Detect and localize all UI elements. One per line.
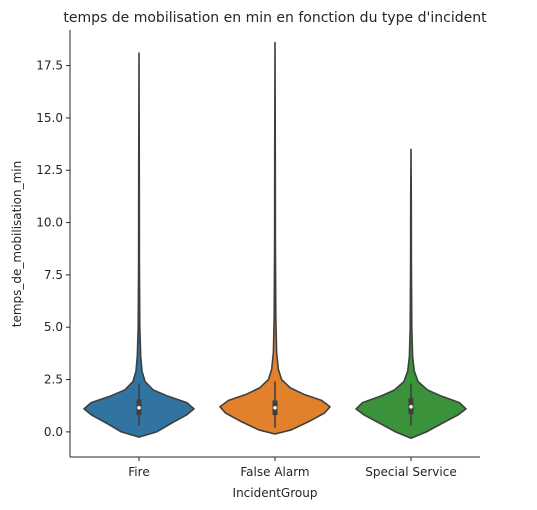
y-ticks: 0.0 2.5 5.0 7.5 10.0 12.5 15.0 17.5 (36, 59, 70, 439)
y-tick-label: 17.5 (36, 59, 63, 73)
x-tick-label: Fire (128, 465, 149, 479)
y-tick-label: 7.5 (44, 268, 63, 282)
violins-layer (83, 41, 467, 439)
y-tick-label: 2.5 (44, 373, 63, 387)
y-axis-label: temps_de_mobilisation_min (10, 161, 24, 328)
x-axis-label: IncidentGroup (233, 486, 318, 500)
y-tick-label: 12.5 (36, 163, 63, 177)
x-tick-label: Special Service (365, 465, 456, 479)
violin-body (219, 41, 331, 435)
x-ticks: Fire False Alarm Special Service (128, 457, 457, 479)
violin-median-dot (137, 406, 141, 410)
chart-title: temps de mobilisation en min en fonction… (63, 10, 487, 26)
y-tick-label: 5.0 (44, 320, 63, 334)
violin-body (355, 148, 467, 439)
x-tick-label: False Alarm (240, 465, 309, 479)
y-tick-label: 15.0 (36, 111, 63, 125)
violin-body (83, 52, 195, 438)
violin-median-dot (273, 406, 277, 410)
y-tick-label: 0.0 (44, 425, 63, 439)
violin-median-dot (409, 404, 413, 409)
y-tick-label: 10.0 (36, 216, 63, 230)
